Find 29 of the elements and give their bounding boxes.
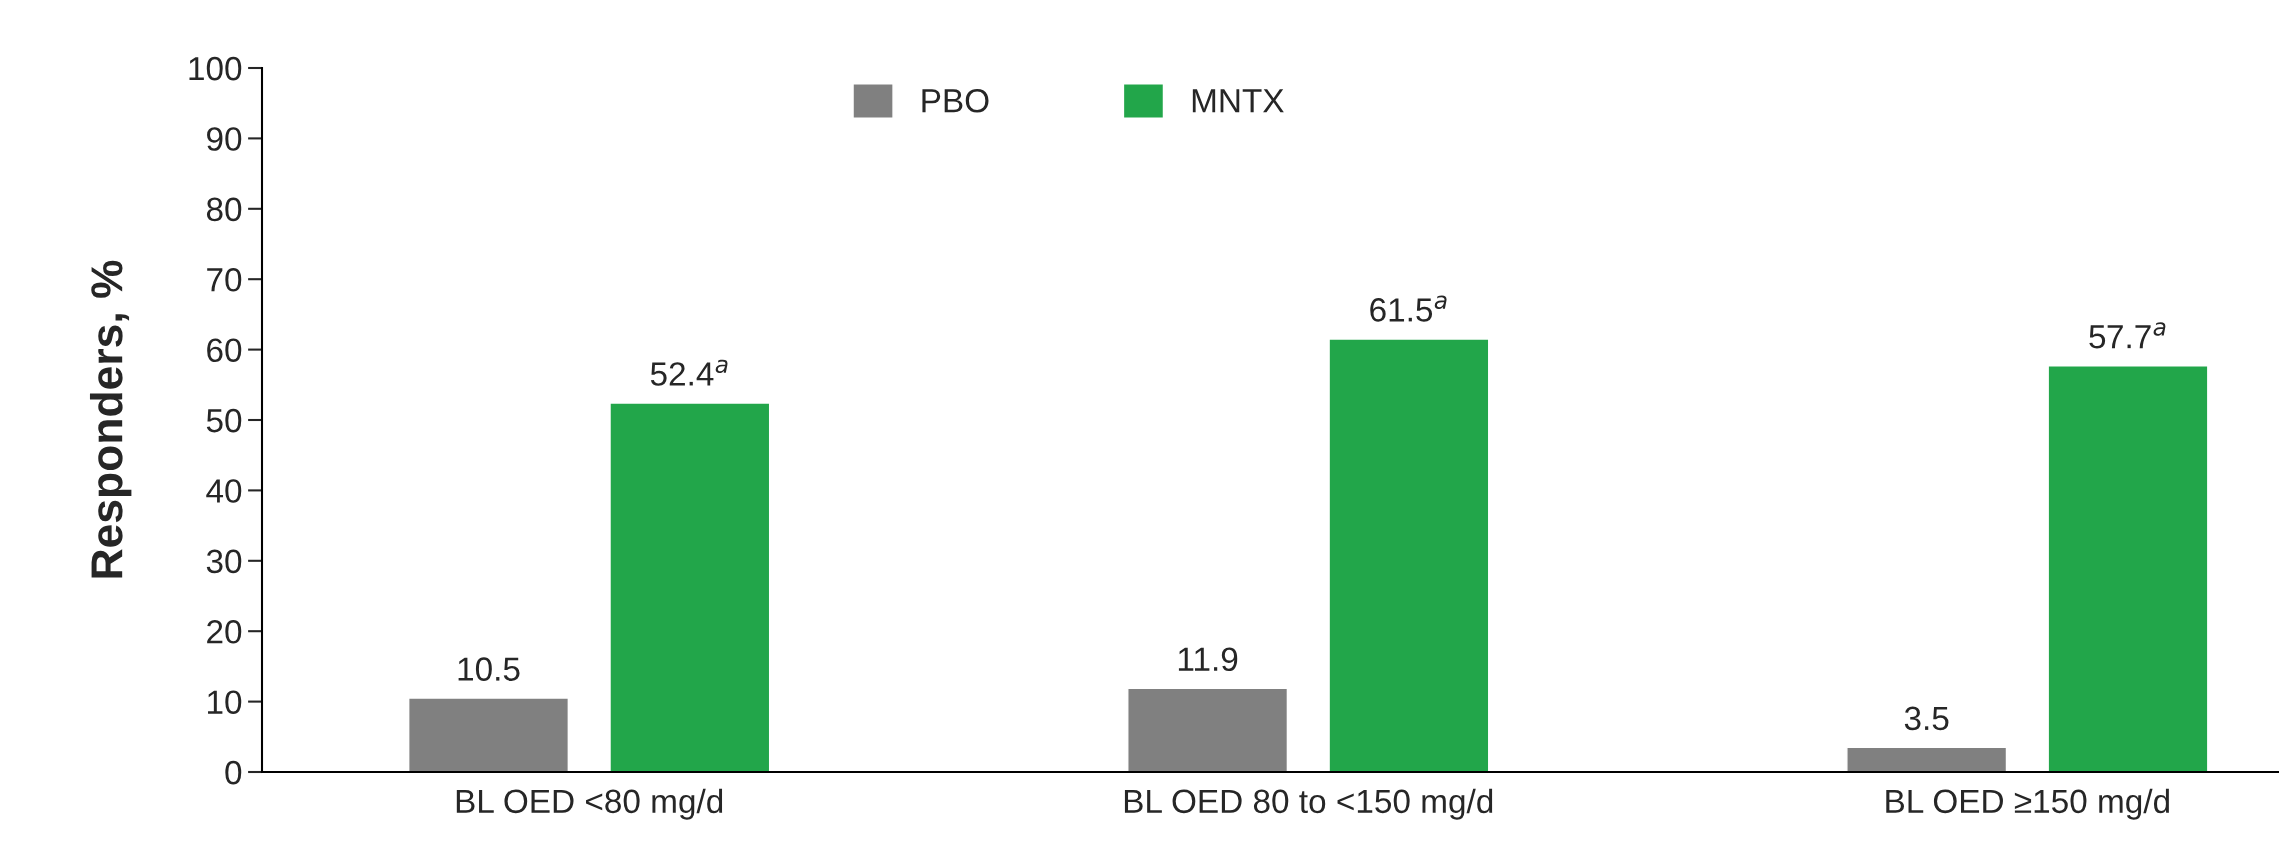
y-tick-label: 40 [206,479,242,503]
x-tick-label: BL OED <80 mg/d [456,788,723,820]
data-label: 3.5 [1904,706,1949,731]
y-tick-label: 50 [206,408,242,433]
y-axis-title: Responders, % [89,260,132,578]
legend-label: MNTX [1192,89,1284,113]
bar [609,402,771,772]
y-tick-label: 80 [206,197,242,222]
data-label: 11.9 [1178,647,1238,672]
bar [1328,338,1490,772]
y-tick-label: 70 [207,268,242,292]
data-label: 52.4$^{a}$ [650,359,728,386]
bar [1127,687,1289,772]
bar [407,697,570,772]
y-tick-label: 20 [207,620,242,644]
data-label: 61.5$^{a}$ [1370,295,1447,322]
x-tick-label: BL OED ≥150 mg/d [1886,788,2169,820]
y-tick-label: 30 [206,549,242,574]
y-tick-label: 100 [189,56,242,81]
bar [2047,365,2209,772]
y-tick-label: 10 [208,690,242,715]
y-tick-label: 90 [207,127,242,151]
y-tick-label: 0 [225,760,242,785]
data-label: 10.5 [458,657,520,681]
legend-label: PBO [922,88,989,113]
x-tick-label: BL OED 80 to <150 mg/d [1124,788,1493,820]
bar [1846,746,2008,772]
y-tick-label: 60 [207,338,242,363]
data-label: 57.7$^{a}$ [2089,322,2166,349]
